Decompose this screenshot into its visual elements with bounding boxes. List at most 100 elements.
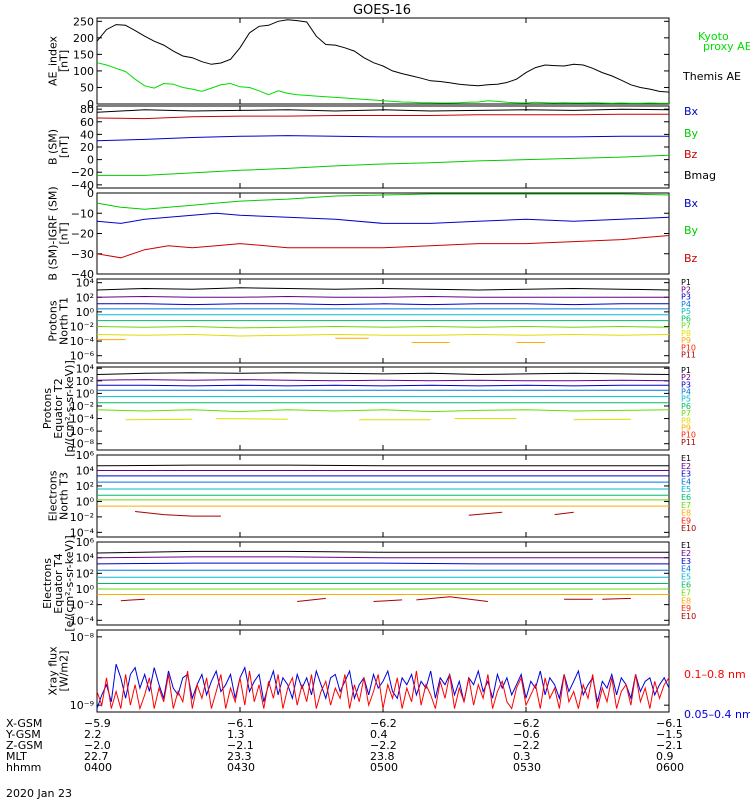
orbit-value: −2.1 — [227, 739, 254, 752]
y-tick-label: 10⁻⁴ — [70, 526, 95, 539]
y-tick-label: 10⁻⁶ — [70, 350, 95, 363]
orbit-value: 0530 — [513, 761, 541, 774]
legend-entry: E6 — [681, 493, 691, 502]
orbit-row-label: MLT — [6, 750, 27, 763]
y-tick-label: 0 — [87, 154, 94, 167]
legend-entry: Kyoto — [698, 30, 729, 43]
y-axis-label-line: [nT] — [58, 50, 71, 72]
legend-entry: proxy AE — [703, 40, 750, 53]
orbit-row-label: Y-GSM — [5, 728, 41, 741]
y-axis-label-line: Equator T2 — [52, 378, 65, 438]
y-tick-label: −20 — [71, 228, 94, 241]
y-tick-label: 200 — [73, 32, 94, 45]
y-axis-label: ElectronsEquator T4[e/(cm²-s-sr-keV)] — [41, 535, 76, 631]
orbit-value: −2.1 — [656, 739, 683, 752]
y-tick-label: 0 — [87, 98, 94, 111]
series-bx — [96, 212, 670, 224]
y-tick-label: −30 — [71, 248, 94, 261]
legend-entry: Bmag — [684, 169, 716, 182]
y-axis-label: ProtonsNorth T1 — [47, 297, 71, 345]
series-e1 — [96, 464, 669, 467]
y-tick-label: 10⁶ — [76, 449, 95, 462]
y-tick-label: 0 — [87, 187, 94, 200]
legend-entry: 0.05–0.4 nm — [684, 708, 750, 721]
y-axis-label-line: AE_index — [47, 35, 60, 86]
y-axis-label-line: [nT] — [58, 136, 71, 158]
legend-entry: P2 — [681, 285, 691, 294]
y-tick-label: 10⁻⁴ — [70, 335, 95, 348]
legend-entry: P5 — [681, 395, 691, 404]
legend-entry: P1 — [681, 366, 691, 375]
legend-entry: E1 — [681, 454, 691, 463]
legend-entry: E1 — [681, 541, 691, 550]
legend-entry: E5 — [681, 485, 691, 494]
y-axis-label-line: North T1 — [58, 297, 71, 345]
y-tick-label: 10⁴ — [76, 362, 95, 375]
series-0-05-0-4-nm — [96, 664, 670, 709]
y-axis-label: ElectronsNorth T3 — [47, 470, 71, 521]
y-tick-label: 10⁰ — [76, 495, 95, 508]
segment-e9 — [602, 597, 631, 600]
panel-frame — [96, 454, 670, 538]
series-p2 — [96, 295, 669, 298]
panel-frame — [96, 366, 670, 451]
legend-entry: P4 — [681, 388, 691, 397]
series-bz — [96, 113, 669, 120]
series-p7 — [96, 409, 670, 413]
orbit-value: −2.2 — [370, 739, 397, 752]
legend-entry: P6 — [681, 314, 691, 323]
segment-e9 — [297, 597, 326, 602]
y-tick-label: 10² — [76, 291, 94, 304]
segment-p8 — [573, 418, 631, 421]
y-tick-label: 10⁻⁸ — [70, 631, 95, 644]
legend-entry: P7 — [681, 322, 691, 331]
y-tick-label: 20 — [80, 141, 94, 154]
segment-e9 — [554, 511, 574, 516]
y-tick-label: −20 — [71, 166, 94, 179]
segment-e9 — [416, 596, 488, 602]
y-tick-label: 150 — [73, 48, 94, 61]
y-tick-label: 10⁰ — [76, 306, 95, 319]
legend-entry: P8 — [681, 329, 691, 338]
series-e3 — [96, 562, 669, 565]
legend-entry: P9 — [681, 336, 691, 345]
panel-frame — [96, 192, 670, 275]
legend-entry: E8 — [681, 509, 691, 518]
series-p3 — [97, 303, 669, 306]
legend-entry: P7 — [681, 409, 691, 418]
orbit-value: −6.1 — [227, 717, 254, 730]
y-tick-label: 10⁻² — [70, 400, 94, 413]
orbit-value: 23.8 — [370, 750, 395, 763]
y-axis-label: Xray flux[W/m2] — [47, 646, 71, 696]
legend-entry: E3 — [681, 557, 691, 566]
y-tick-label: 80 — [80, 103, 94, 116]
panel-bigrf: −40 −30 −20 −10 0 B (SM)-IGRF (SM)[nT] Bx By Bz — [47, 186, 699, 281]
legend-entry: P11 — [681, 351, 696, 360]
legend-entry: Bx — [684, 105, 699, 118]
series-p2 — [96, 379, 670, 382]
orbit-value: 22.7 — [84, 750, 109, 763]
legend-entry: E7 — [681, 588, 691, 597]
y-axis-label-line: [nT] — [58, 222, 71, 244]
y-tick-label: 10⁻⁴ — [70, 614, 95, 627]
y-axis-label-line: Protons — [47, 300, 60, 341]
y-tick-label: 10⁻⁸ — [70, 438, 95, 451]
legend-entry: P11 — [681, 438, 696, 447]
y-tick-label: 10⁴ — [76, 277, 95, 290]
series-by — [96, 193, 670, 210]
orbit-value: 23.3 — [227, 750, 252, 763]
legend-entry: P3 — [681, 380, 691, 389]
figure-title: GOES-16 — [353, 3, 411, 18]
legend-entry: E9 — [681, 516, 691, 525]
legend-entry: P5 — [681, 307, 691, 316]
y-tick-label: 10⁶ — [76, 536, 95, 549]
legend-entry: 0.1–0.8 nm — [684, 668, 746, 681]
panel-xray: 10⁻⁹ 10⁻⁸ Xray flux[W/m2] 0.1–0.8 nm 0.05–0.… — [47, 629, 750, 721]
y-tick-label: 40 — [80, 128, 94, 141]
series-kyoto-proxy-ae — [96, 62, 669, 104]
legend-entry: P3 — [681, 293, 691, 302]
y-tick-label: 10⁻⁴ — [70, 413, 95, 426]
